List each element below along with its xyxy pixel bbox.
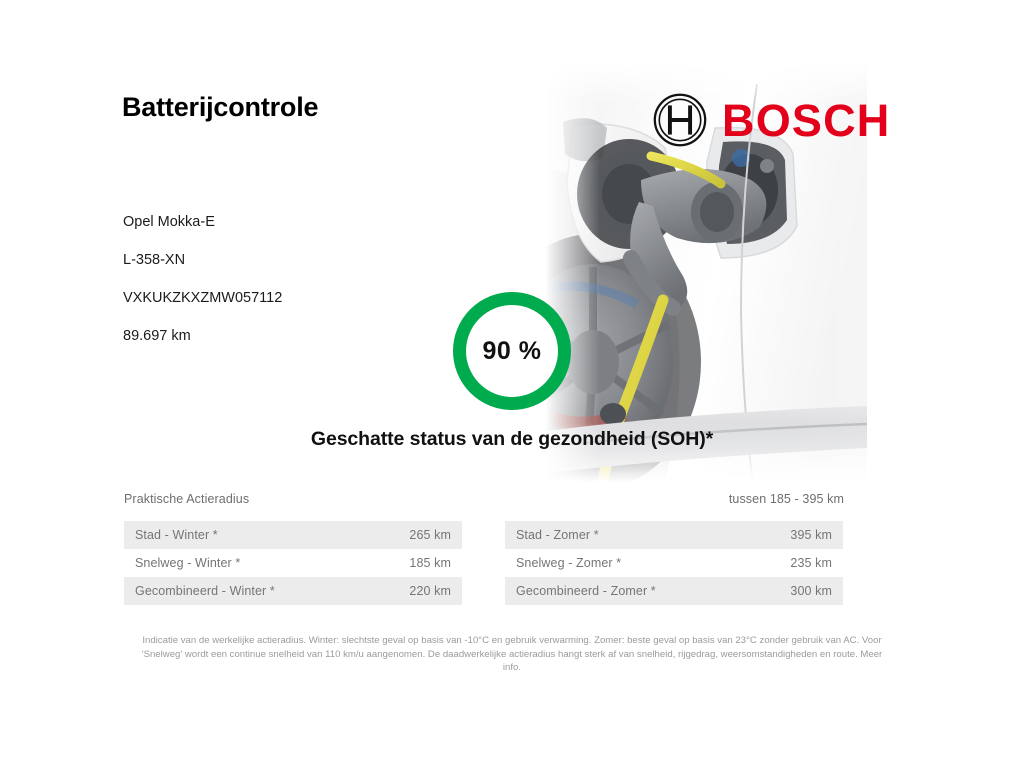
soh-caption: Geschatte status van de gezondheid (SOH)… [310,428,714,450]
vehicle-model: Opel Mokka-E [123,214,215,230]
range-row-label: Gecombineerd - Winter * [135,584,275,598]
bosch-wordmark: BOSCH [722,94,891,146]
soh-block: 90 % Geschatte status van de gezondheid … [0,292,1024,451]
table-row: Gecombineerd - Zomer * 300 km [505,577,843,605]
range-tables: Stad - Winter * 265 km Snelweg - Winter … [124,521,844,605]
soh-value: 90 % [482,336,542,365]
range-table-winter: Stad - Winter * 265 km Snelweg - Winter … [124,521,462,605]
range-row-value: 265 km [409,528,451,542]
range-header: Praktische Actieradius tussen 185 - 395 … [124,492,844,506]
soh-gauge: 90 % [453,292,571,410]
footnote-text: Indicatie van de werkelijke actieradius.… [141,635,883,674]
range-row-value: 185 km [409,556,451,570]
range-row-value: 220 km [409,584,451,598]
table-row: Gecombineerd - Winter * 220 km [124,577,462,605]
table-row: Stad - Zomer * 395 km [505,521,843,549]
range-row-label: Stad - Zomer * [516,528,599,542]
table-row: Snelweg - Zomer * 235 km [505,549,843,577]
range-row-value: 235 km [790,556,832,570]
range-title: Praktische Actieradius [124,492,250,506]
page-title: Batterijcontrole [122,92,319,122]
vehicle-vin: VXKUKZKXZMW057112 [123,290,283,306]
ev-charging-port-photo [545,62,867,482]
range-total: tussen 185 - 395 km [728,492,844,506]
range-table-summer: Stad - Zomer * 395 km Snelweg - Zomer * … [505,521,843,605]
range-row-label: Gecombineerd - Zomer * [516,584,656,598]
vehicle-license-plate: L-358-XN [123,252,186,268]
vehicle-odometer: 89.697 km [123,328,191,344]
range-row-label: Stad - Winter * [135,528,218,542]
range-section: Praktische Actieradius tussen 185 - 395 … [124,492,844,605]
table-row: Snelweg - Winter * 185 km [124,549,462,577]
range-row-label: Snelweg - Zomer * [516,556,622,570]
bosch-logo: BOSCH [652,92,891,148]
range-row-value: 395 km [790,528,832,542]
table-row: Stad - Winter * 265 km [124,521,462,549]
vehicle-info: Opel Mokka-E L-358-XN VXKUKZKXZMW057112 … [123,214,282,344]
bosch-armature-icon [652,92,708,148]
range-row-label: Snelweg - Winter * [135,556,241,570]
range-row-value: 300 km [790,584,832,598]
